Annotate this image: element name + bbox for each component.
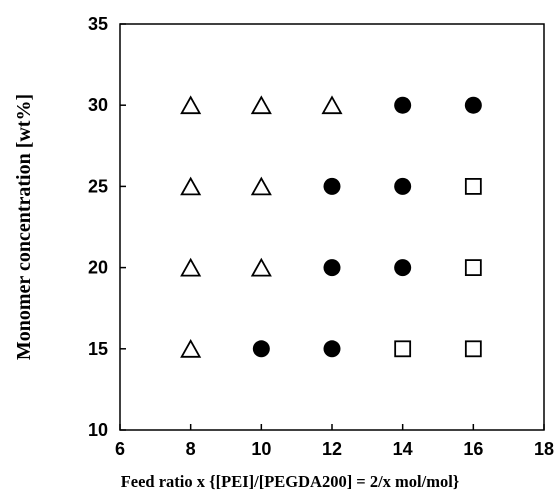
y-tick-label: 15 [88, 339, 108, 359]
y-axis: 10 15 20 25 30 35 [88, 14, 126, 440]
plot-area-frame [119, 23, 545, 431]
x-tick-label: 16 [463, 439, 483, 459]
triangle-marker [180, 176, 202, 196]
circle-marker [394, 259, 412, 277]
triangle-marker [250, 95, 272, 115]
circle-marker [394, 96, 412, 114]
square-marker [464, 177, 482, 195]
x-tick-label: 8 [186, 439, 196, 459]
y-tick-label: 25 [88, 176, 108, 196]
triangle-marker [250, 176, 272, 196]
circle-marker [252, 340, 270, 358]
x-tick-label: 6 [115, 439, 125, 459]
x-tick-label: 14 [393, 439, 413, 459]
y-tick-label: 10 [88, 420, 108, 440]
circle-marker [323, 340, 341, 358]
data-markers [180, 95, 482, 358]
x-tick-label: 18 [534, 439, 554, 459]
circle-marker [323, 177, 341, 195]
circle-marker [464, 96, 482, 114]
x-axis-title: Feed ratio x {[PEI]/[PEGDA200] = 2/x mol… [121, 472, 460, 491]
y-tick-label: 30 [88, 95, 108, 115]
triangle-marker [321, 95, 343, 115]
square-marker [394, 340, 412, 358]
square-marker [464, 340, 482, 358]
triangle-marker [180, 257, 202, 277]
triangle-marker [180, 338, 202, 358]
triangle-marker [250, 257, 272, 277]
y-tick-label: 20 [88, 258, 108, 278]
triangle-marker [180, 95, 202, 115]
circle-marker [394, 177, 412, 195]
circle-marker [323, 259, 341, 277]
x-tick-label: 10 [251, 439, 271, 459]
x-axis: 6 8 10 12 14 16 18 [115, 424, 554, 459]
square-marker [464, 259, 482, 277]
y-tick-label: 35 [88, 14, 108, 34]
y-axis-title: Monomer concentration [wt%] [13, 94, 35, 360]
x-tick-label: 12 [322, 439, 342, 459]
